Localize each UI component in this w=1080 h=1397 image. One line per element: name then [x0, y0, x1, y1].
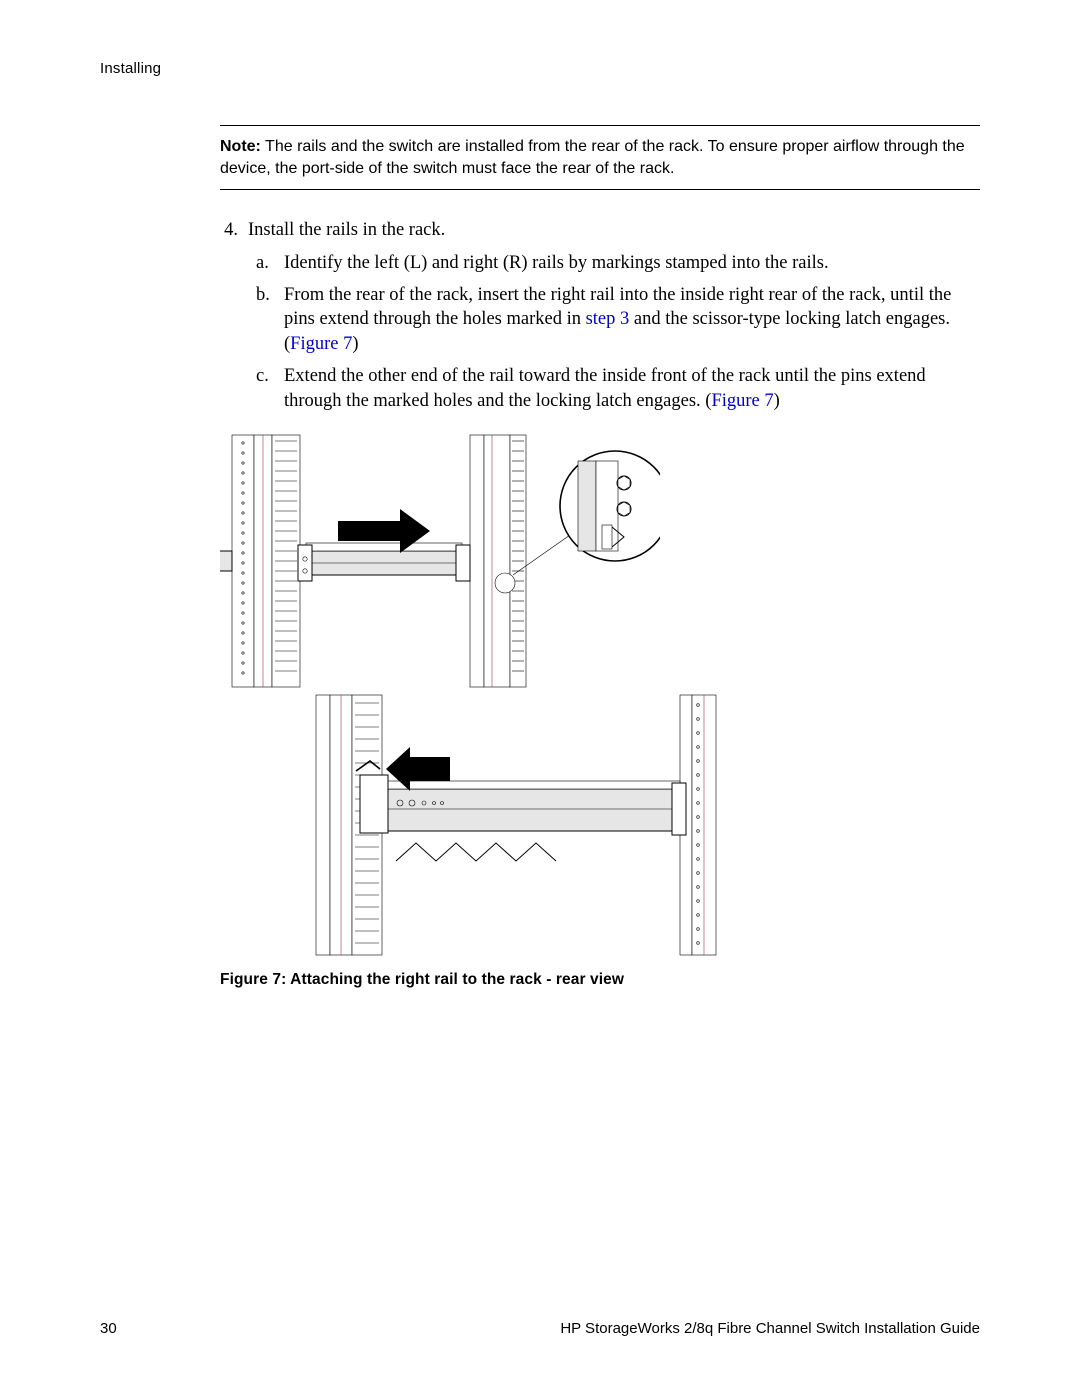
substep-letter: b. — [248, 283, 284, 356]
figure-7-upper — [220, 431, 660, 691]
note-label: Note: — [220, 138, 261, 155]
text-seg: ) — [352, 334, 358, 354]
step-row: 4. Install the rails in the rack. a. Ide… — [220, 218, 980, 413]
substeps: a. Identify the left (L) and right (R) r… — [248, 251, 980, 413]
footer-doc-title: HP StorageWorks 2/8q Fibre Channel Switc… — [560, 1320, 980, 1337]
text-seg: Extend the other end of the rail toward … — [284, 366, 926, 410]
diagram-upper-svg — [220, 431, 660, 691]
step-4: 4. Install the rails in the rack. a. Ide… — [220, 218, 980, 413]
footer: 30 HP StorageWorks 2/8q Fibre Channel Sw… — [100, 1320, 980, 1337]
rack-post-right — [470, 435, 526, 687]
note-text-body: The rails and the switch are installed f… — [220, 138, 965, 177]
substep-body: Identify the left (L) and right (R) rail… — [284, 251, 980, 275]
substep-b: b. From the rear of the rack, insert the… — [248, 283, 980, 356]
break-line — [396, 843, 556, 861]
figure-7 — [220, 431, 980, 961]
text-seg: ) — [774, 391, 780, 411]
rail-insert — [298, 543, 470, 581]
running-header: Installing — [100, 60, 980, 77]
page: Installing Note: The rails and the switc… — [0, 0, 1080, 1397]
figure-caption: Figure 7: Attaching the right rail to th… — [220, 971, 980, 989]
link-step3[interactable]: step 3 — [586, 309, 630, 329]
step-number: 4. — [220, 218, 248, 413]
rack-post-left — [220, 435, 300, 687]
substep-a: a. Identify the left (L) and right (R) r… — [248, 251, 980, 275]
figure-7-lower — [300, 691, 740, 961]
substep-body: From the rear of the rack, insert the ri… — [284, 283, 980, 356]
substep-body: Extend the other end of the rail toward … — [284, 364, 980, 413]
substep-letter: a. — [248, 251, 284, 275]
page-number: 30 — [100, 1320, 117, 1337]
link-figure7[interactable]: Figure 7 — [290, 334, 352, 354]
substep-c: c. Extend the other end of the rail towa… — [248, 364, 980, 413]
note-box: Note: The rails and the switch are insta… — [220, 125, 980, 190]
substep-letter: c. — [248, 364, 284, 413]
diagram-lower-svg — [300, 691, 740, 961]
step-title: Install the rails in the rack. — [248, 218, 980, 242]
link-figure7[interactable]: Figure 7 — [711, 391, 773, 411]
